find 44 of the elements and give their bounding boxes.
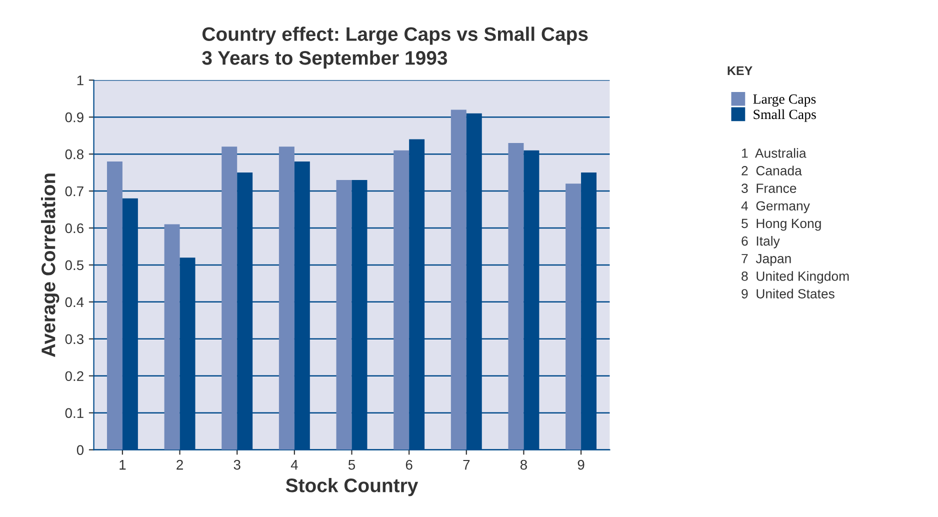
legend-label: Small Caps xyxy=(754,109,816,122)
text: 4 Germany xyxy=(741,201,810,214)
x-tick-label: 5 xyxy=(348,460,356,470)
y-tick-label: 0.2 xyxy=(65,371,84,382)
y-axis-title: Average Correlation xyxy=(41,174,60,358)
text: 5 Hong Kong xyxy=(742,218,821,231)
text: 6 Italy xyxy=(742,236,780,248)
legend-title: KEY xyxy=(728,66,752,75)
text: 8 United Kingdom xyxy=(742,271,849,284)
legend-label: Large Caps xyxy=(753,94,816,107)
bar xyxy=(450,110,466,450)
bar xyxy=(508,142,524,450)
text: 7 Japan xyxy=(742,254,791,266)
x-tick-label: 7 xyxy=(463,460,470,470)
bar xyxy=(566,184,582,450)
y-tick-label: 1 xyxy=(77,76,84,86)
y-tick-label: 0.3 xyxy=(65,334,84,344)
y-tick-label: 0.8 xyxy=(65,149,84,160)
text: 2 Canada xyxy=(742,166,802,176)
y-tick-label: 0.7 xyxy=(65,186,84,196)
text: 9 United States xyxy=(742,288,834,298)
y-tick-label: 0 xyxy=(76,445,84,455)
x-tick-label: 9 xyxy=(578,460,584,470)
x-axis-title: Stock Country xyxy=(286,478,418,496)
x-tick-label: 6 xyxy=(406,460,412,470)
bar xyxy=(222,146,238,450)
text: 1 Australia xyxy=(742,148,806,158)
x-tick-label: 8 xyxy=(520,460,527,470)
y-tick-label: 0.5 xyxy=(65,260,84,270)
y-tick-label: 0.6 xyxy=(65,223,84,234)
x-tick-label: 2 xyxy=(176,460,183,470)
bar xyxy=(394,150,410,450)
bar xyxy=(164,224,180,450)
bar xyxy=(278,146,294,450)
y-tick-label: 0.9 xyxy=(65,112,84,122)
x-tick-label: 3 xyxy=(234,460,240,470)
y-tick-label: 0.1 xyxy=(65,408,84,418)
chart-title: Country effect: Large Caps vs Small Caps 3 Years to September 1993 xyxy=(202,26,588,69)
bar xyxy=(336,180,352,450)
text: 3 France xyxy=(742,184,796,193)
bar xyxy=(106,161,122,450)
y-tick-label: 0.4 xyxy=(65,297,84,308)
x-tick-label: 4 xyxy=(290,460,298,470)
x-tick-label: 1 xyxy=(120,460,126,470)
